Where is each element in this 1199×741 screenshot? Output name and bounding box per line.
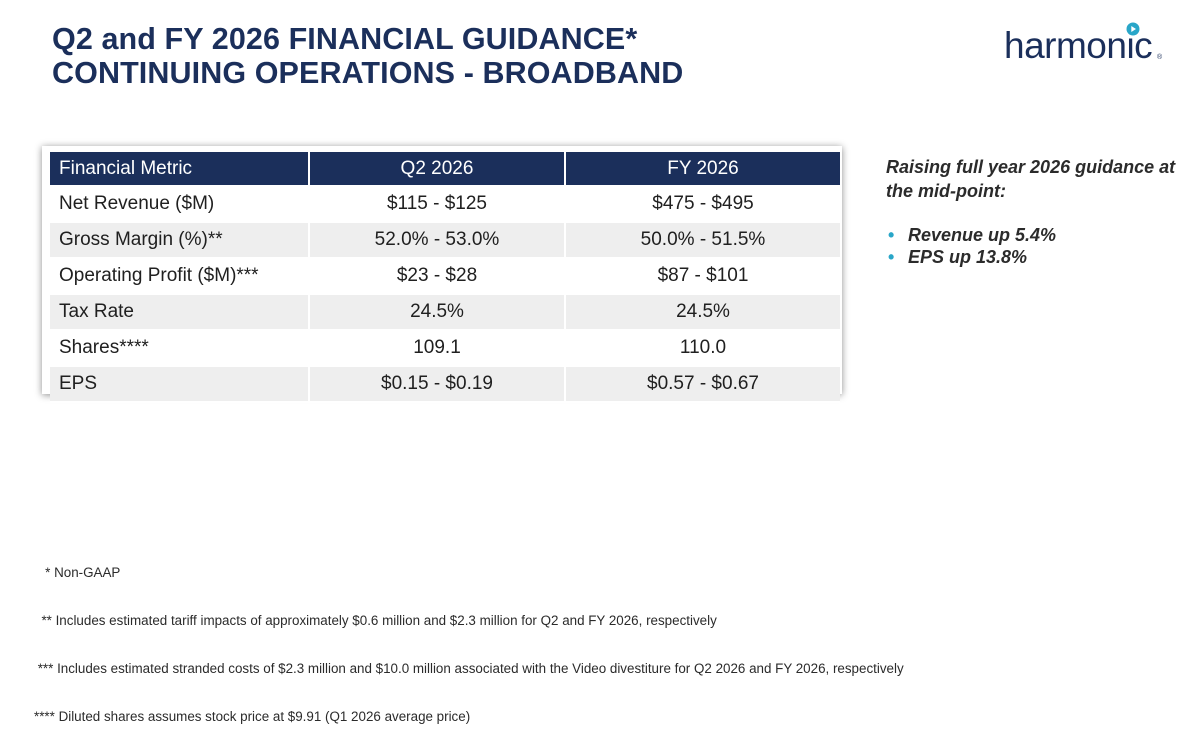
table-row: EPS $0.15 - $0.19 $0.57 - $0.67 — [50, 367, 840, 403]
table-header-row: Financial Metric Q2 2026 FY 2026 — [50, 152, 840, 187]
guidance-table-card: Financial Metric Q2 2026 FY 2026 Net Rev… — [42, 146, 842, 403]
row-metric: Gross Margin (%)** — [50, 223, 310, 259]
row-metric: Net Revenue ($M) — [50, 187, 310, 223]
bullet-icon: • — [888, 225, 895, 245]
harmonic-logo: harmonic ® — [1004, 22, 1164, 72]
list-item: • EPS up 13.8% — [886, 246, 1176, 268]
row-q2-value: $115 - $125 — [310, 187, 566, 223]
row-q2-value: 109.1 — [310, 331, 566, 367]
row-fy-value: 24.5% — [566, 295, 840, 331]
highlight-revenue: Revenue up 5.4% — [908, 225, 1057, 245]
registered-mark: ® — [1157, 54, 1163, 61]
footnotes: * Non-GAAP ** Includes estimated tariff … — [34, 533, 904, 741]
header-financial-metric: Financial Metric — [50, 152, 310, 187]
highlights-heading: Raising full year 2026 guidance at the m… — [886, 157, 1176, 201]
table-row: Net Revenue ($M) $115 - $125 $475 - $495 — [50, 187, 840, 223]
row-fy-value: $0.57 - $0.67 — [566, 367, 840, 403]
title-line-1: Q2 and FY 2026 FINANCIAL GUIDANCE* — [52, 22, 638, 56]
row-metric: EPS — [50, 367, 310, 403]
guidance-table: Financial Metric Q2 2026 FY 2026 Net Rev… — [50, 152, 840, 403]
row-fy-value: $475 - $495 — [566, 187, 840, 223]
table-row: Shares**** 109.1 110.0 — [50, 331, 840, 367]
row-metric: Shares**** — [50, 331, 310, 367]
row-fy-value: 50.0% - 51.5% — [566, 223, 840, 259]
highlight-eps: EPS up 13.8% — [908, 247, 1028, 267]
footnote-non-gaap: * Non-GAAP — [34, 565, 121, 580]
row-metric: Tax Rate — [50, 295, 310, 331]
guidance-highlights: Raising full year 2026 guidance at the m… — [886, 155, 1176, 268]
row-fy-value: 110.0 — [566, 331, 840, 367]
title-line-2: CONTINUING OPERATIONS - BROADBAND — [52, 56, 684, 90]
list-item: • Revenue up 5.4% — [886, 224, 1176, 246]
page-title: Q2 and FY 2026 FINANCIAL GUIDANCE* CONTI… — [52, 22, 683, 90]
footnote-tariff: ** Includes estimated tariff impacts of … — [34, 613, 717, 628]
row-q2-value: $23 - $28 — [310, 259, 566, 295]
table-row: Gross Margin (%)** 52.0% - 53.0% 50.0% -… — [50, 223, 840, 259]
highlights-list: • Revenue up 5.4% • EPS up 13.8% — [886, 224, 1176, 268]
table-row: Operating Profit ($M)*** $23 - $28 $87 -… — [50, 259, 840, 295]
header-q2-2026: Q2 2026 — [310, 152, 566, 187]
footnote-stranded-costs: *** Includes estimated stranded costs of… — [34, 661, 904, 676]
row-q2-value: 24.5% — [310, 295, 566, 331]
bullet-icon: • — [888, 247, 895, 267]
footnote-diluted-shares: **** Diluted shares assumes stock price … — [34, 709, 471, 724]
row-fy-value: $87 - $101 — [566, 259, 840, 295]
table-row: Tax Rate 24.5% 24.5% — [50, 295, 840, 331]
row-metric: Operating Profit ($M)*** — [50, 259, 310, 295]
row-q2-value: 52.0% - 53.0% — [310, 223, 566, 259]
play-dot-icon — [1126, 22, 1140, 36]
header-fy-2026: FY 2026 — [566, 152, 840, 187]
row-q2-value: $0.15 - $0.19 — [310, 367, 566, 403]
